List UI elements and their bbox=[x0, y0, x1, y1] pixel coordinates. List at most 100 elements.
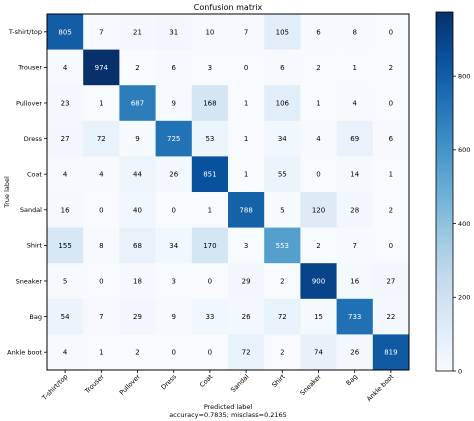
cell-value-label: 7 bbox=[244, 28, 248, 36]
x-tick-label: Sneaker bbox=[299, 373, 324, 398]
cell-value-label: 0 bbox=[389, 28, 393, 36]
cell-value-label: 26 bbox=[242, 313, 251, 321]
cell-value-label: 0 bbox=[208, 349, 212, 357]
y-axis-label: True label bbox=[3, 176, 11, 209]
heatmap-cell bbox=[336, 227, 374, 264]
heatmap-cell bbox=[119, 263, 156, 300]
cell-value-label: 1 bbox=[316, 100, 320, 108]
heatmap-cell bbox=[336, 14, 374, 50]
y-tick-label: T-shirt/top bbox=[8, 28, 42, 36]
cell-value-label: 74 bbox=[314, 349, 323, 357]
cell-value-label: 68 bbox=[133, 242, 142, 250]
cell-value-label: 72 bbox=[278, 313, 287, 321]
heatmap-cell bbox=[83, 298, 120, 335]
heatmap-cell bbox=[155, 49, 193, 86]
cell-value-label: 2 bbox=[280, 349, 284, 357]
cell-value-label: 29 bbox=[242, 278, 251, 286]
heatmap-cell bbox=[191, 49, 229, 86]
x-tick-label: Ankle boot bbox=[365, 372, 396, 403]
heatmap-cell bbox=[372, 263, 410, 300]
heatmap-cell bbox=[372, 192, 410, 228]
heatmap-cell bbox=[300, 14, 337, 50]
y-tick-label: Sandal bbox=[20, 206, 42, 214]
cell-value-label: 8 bbox=[99, 242, 103, 250]
cell-value-label: 1 bbox=[244, 100, 248, 108]
heatmap-cell bbox=[372, 85, 410, 122]
colorbar-tick-label: 0 bbox=[458, 367, 462, 375]
heatmap-cell bbox=[372, 298, 410, 335]
colorbar-tick-label: 800 bbox=[458, 72, 470, 80]
cell-value-label: 16 bbox=[350, 278, 359, 286]
heatmap-cell bbox=[83, 156, 120, 193]
cell-value-label: 55 bbox=[278, 171, 287, 179]
heatmap-cell bbox=[336, 334, 374, 371]
cell-value-label: 7 bbox=[352, 242, 356, 250]
cell-value-label: 44 bbox=[133, 171, 142, 179]
heatmap-cell bbox=[119, 156, 156, 193]
x-tick-label: Sandal bbox=[229, 373, 250, 394]
cell-value-label: 0 bbox=[244, 64, 248, 72]
y-tick-label: Bag bbox=[29, 313, 42, 321]
cell-value-label: 2 bbox=[135, 349, 139, 357]
heatmap-cell bbox=[228, 14, 265, 50]
heatmap-cell bbox=[155, 334, 193, 371]
heatmap-cell bbox=[228, 49, 265, 86]
heatmap-cell bbox=[83, 85, 120, 122]
cell-value-label: 170 bbox=[203, 242, 216, 250]
cell-value-label: 733 bbox=[348, 313, 361, 321]
heatmap-cell bbox=[336, 85, 374, 122]
cell-value-label: 900 bbox=[312, 278, 325, 286]
y-tick-label: Coat bbox=[27, 171, 42, 179]
cell-value-label: 6 bbox=[171, 64, 176, 72]
cell-value-label: 0 bbox=[316, 171, 320, 179]
chart-title: Confusion matrix bbox=[194, 3, 263, 12]
cell-value-label: 31 bbox=[169, 28, 178, 36]
x-tick-label: Trouser bbox=[83, 373, 106, 396]
cell-value-label: 168 bbox=[203, 100, 216, 108]
heatmap-cell bbox=[119, 85, 156, 122]
y-tick-label: Trouser bbox=[17, 64, 42, 72]
heatmap-cell bbox=[300, 263, 337, 300]
cell-value-label: 2 bbox=[280, 278, 284, 286]
heatmap-cell bbox=[264, 85, 301, 122]
heatmap-cell bbox=[83, 263, 120, 300]
heatmap-cell bbox=[83, 14, 120, 50]
x-axis-label: Predicted label bbox=[204, 403, 252, 411]
heatmap-cell bbox=[264, 49, 301, 86]
heatmap-cell bbox=[47, 227, 84, 264]
heatmap-cell bbox=[83, 192, 120, 228]
heatmap-cell bbox=[264, 14, 301, 50]
x-tick-label: Dress bbox=[160, 372, 179, 391]
heatmap-cell bbox=[83, 120, 120, 157]
y-axis-ticks: T-shirt/top Trouser Pullover Dress Coat Sanda… bbox=[7, 28, 47, 357]
heatmap-cell bbox=[336, 49, 374, 86]
colorbar-ticks: 0 200 400 600 800 bbox=[453, 72, 470, 375]
cell-value-label: 1 bbox=[208, 206, 212, 214]
heatmap-cell bbox=[264, 156, 301, 193]
colorbar bbox=[435, 11, 454, 372]
heatmap-cell bbox=[264, 192, 301, 228]
cell-value-label: 14 bbox=[350, 171, 359, 179]
y-tick-label: Ankle boot bbox=[7, 349, 42, 357]
heatmap-cell bbox=[155, 192, 193, 228]
cell-value-label: 9 bbox=[171, 100, 175, 108]
heatmap-cell bbox=[47, 120, 84, 157]
cell-value-label: 27 bbox=[61, 135, 70, 143]
cell-value-label: 69 bbox=[350, 135, 359, 143]
heatmap-cell bbox=[47, 192, 84, 228]
heatmap-cell bbox=[47, 334, 84, 371]
cell-value-label: 1 bbox=[389, 171, 393, 179]
cell-value-label: 7 bbox=[99, 313, 103, 321]
cell-value-label: 1 bbox=[244, 135, 248, 143]
heatmap-cell bbox=[264, 227, 301, 264]
heatmap-cells: 805 7 21 31 10 7 105 6 8 04 974 2 6 3 0 6 2 1 223 1 687 9 168 1… bbox=[47, 14, 410, 371]
heatmap-cell bbox=[300, 298, 337, 335]
heatmap-cell bbox=[155, 14, 193, 50]
cell-value-label: 2 bbox=[135, 64, 139, 72]
heatmap-cell bbox=[300, 85, 337, 122]
heatmap-cell bbox=[119, 49, 156, 86]
x-tick-label: Bag bbox=[345, 373, 360, 388]
cell-value-label: 26 bbox=[169, 171, 178, 179]
cell-value-label: 105 bbox=[276, 28, 289, 36]
heatmap-cell bbox=[300, 49, 337, 86]
